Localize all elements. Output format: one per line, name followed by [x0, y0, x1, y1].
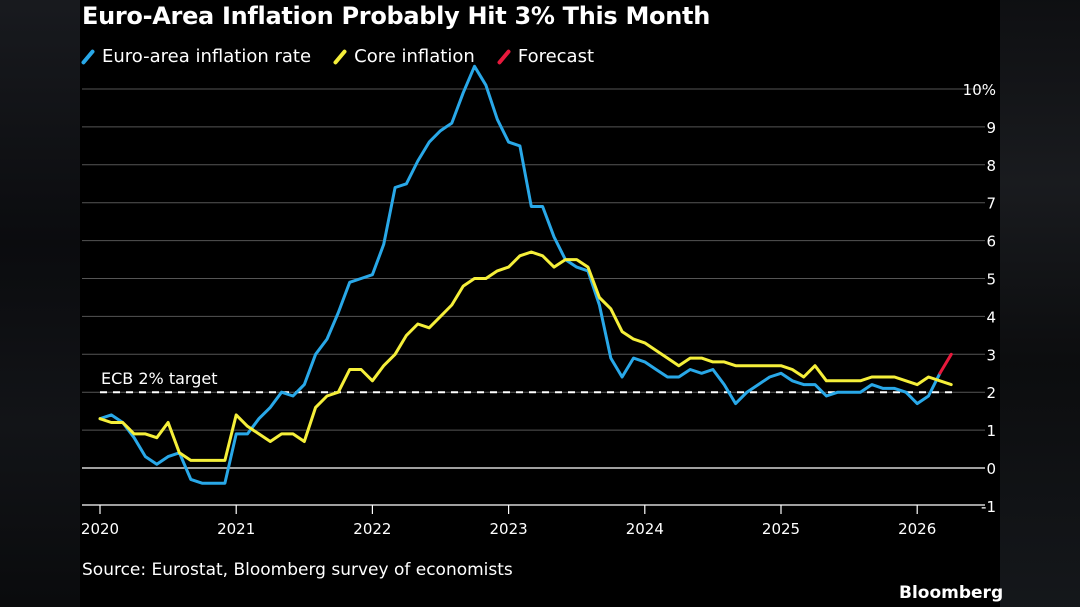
y-tick-label-0: 0 — [986, 460, 996, 478]
y-tick-label-4: 4 — [986, 308, 996, 326]
x-tick-label-2022: 2022 — [353, 520, 391, 538]
legend-item-forecast: Forecast — [496, 46, 595, 67]
ecb-target-reference: ECB 2% target — [100, 369, 958, 394]
bloomberg-logo: Bloomberg — [899, 583, 1004, 603]
series-line-inflation — [98, 64, 942, 485]
x-tick-label-2021: 2021 — [217, 520, 255, 538]
gridlines — [82, 88, 985, 469]
chart-panel — [80, 0, 1000, 607]
series-line-core — [98, 250, 953, 462]
blurred-left-edge — [0, 0, 80, 607]
legend-item-core: Core inflation — [332, 46, 475, 67]
y-tick-label--1: -1 — [981, 498, 996, 516]
x-tick-label-2024: 2024 — [626, 520, 664, 538]
chart-series — [98, 64, 953, 485]
x-tick-label-2023: 2023 — [490, 520, 528, 538]
legend-label-inflation: Euro-area inflation rate — [102, 46, 312, 67]
blurred-right-edge — [1000, 0, 1080, 607]
chart-source: Source: Eurostat, Bloomberg survey of ec… — [82, 560, 513, 580]
y-axis-tick-labels: 10% 9 8 7 6 5 4 3 2 1 0 -1 — [963, 81, 996, 516]
legend-label-forecast: Forecast — [517, 46, 595, 67]
x-tick-label-2026: 2026 — [898, 520, 936, 538]
chart-title: Euro-Area Inflation Probably Hit 3% This… — [82, 2, 710, 30]
series-line-forecast — [938, 352, 953, 375]
y-tick-label-10: 10% — [963, 81, 996, 99]
x-axis: 2020 2021 2022 2023 2024 2025 2026 — [81, 504, 985, 538]
y-tick-label-8: 8 — [986, 157, 996, 175]
y-tick-label-9: 9 — [986, 119, 996, 137]
y-tick-label-6: 6 — [986, 233, 996, 251]
ecb-target-label: ECB 2% target — [101, 369, 217, 388]
y-tick-label-7: 7 — [986, 195, 996, 213]
legend-item-inflation: Euro-area inflation rate — [80, 46, 312, 67]
y-tick-label-2: 2 — [986, 384, 996, 402]
y-tick-label-3: 3 — [986, 346, 996, 364]
x-tick-label-2020: 2020 — [81, 520, 119, 538]
y-tick-label-1: 1 — [986, 422, 996, 440]
legend-label-core: Core inflation — [354, 46, 475, 67]
y-tick-label-5: 5 — [986, 271, 996, 289]
chart-legend: Euro-area inflation rate Core inflation … — [80, 46, 612, 70]
x-tick-label-2025: 2025 — [762, 520, 800, 538]
